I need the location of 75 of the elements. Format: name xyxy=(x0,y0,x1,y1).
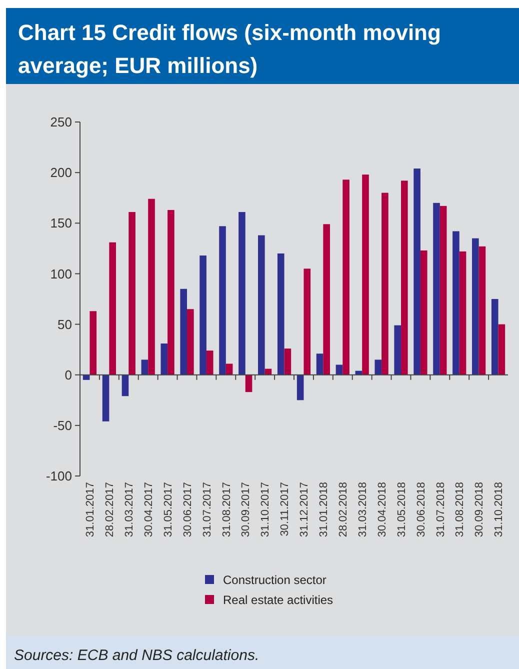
bar xyxy=(414,168,420,375)
bar xyxy=(342,180,350,375)
bar xyxy=(128,212,136,375)
x-tick-label: 31.12.2017 xyxy=(298,482,311,538)
bar xyxy=(180,288,187,375)
bar xyxy=(472,238,479,375)
x-tick-label: 31.10.2018 xyxy=(493,482,506,538)
bar xyxy=(109,242,116,375)
bar xyxy=(219,226,226,375)
x-tick-label: 31.10.2017 xyxy=(260,482,272,538)
bar xyxy=(498,324,506,375)
x-tick-label: 31.05.2018 xyxy=(396,482,408,538)
bar xyxy=(401,180,408,375)
bar xyxy=(187,309,194,375)
bar xyxy=(459,251,466,375)
y-tick-label: 250 xyxy=(50,114,72,130)
x-tick-label: 31.01.2018 xyxy=(318,482,330,538)
y-tick-label: 150 xyxy=(50,216,72,231)
x-tick-label: 30.04.2018 xyxy=(376,482,388,538)
y-tick-label: 0 xyxy=(64,367,72,382)
y-tick-label: 50 xyxy=(58,316,72,332)
bar xyxy=(433,202,440,375)
legend-label: Construction sector xyxy=(223,573,326,588)
bar xyxy=(323,224,330,375)
source-note: Sources: ECB and NBS calculations. xyxy=(14,647,260,664)
bar xyxy=(394,325,401,375)
bar xyxy=(420,250,428,375)
x-tick-label: 30.06.2017 xyxy=(182,482,194,538)
bar xyxy=(440,206,447,375)
legend-label: Real estate activities xyxy=(223,593,334,608)
x-tick-label: 31.08.2017 xyxy=(220,482,233,538)
x-tick-label: 28.02.2017 xyxy=(104,482,116,538)
x-tick-label: 31.05.2017 xyxy=(162,482,174,538)
bar xyxy=(160,344,168,375)
bar xyxy=(382,192,388,375)
x-tick-label: 30.09.2018 xyxy=(474,482,486,538)
bar xyxy=(238,212,246,375)
x-tick-label: 28.02.2018 xyxy=(337,482,350,538)
bar xyxy=(245,374,252,392)
bar xyxy=(206,350,214,375)
bar xyxy=(284,348,292,375)
bar xyxy=(277,253,284,375)
x-tick-label: 30.09.2017 xyxy=(240,482,252,538)
bar xyxy=(200,256,206,375)
bar xyxy=(168,210,174,375)
bar xyxy=(362,174,369,375)
bar xyxy=(226,364,233,375)
x-tick-label: 30.11.2017 xyxy=(279,482,292,536)
bar xyxy=(491,299,498,375)
bar xyxy=(122,374,129,396)
y-tick-label: 200 xyxy=(50,165,72,180)
x-tick-label: 30.04.2017 xyxy=(142,482,155,538)
bar xyxy=(374,360,382,375)
y-tick-label: -100 xyxy=(46,468,72,484)
bar xyxy=(90,311,97,375)
bar xyxy=(258,235,265,375)
x-tick-label: 30.06.2018 xyxy=(415,482,428,538)
y-tick-label: 100 xyxy=(50,266,72,282)
y-tick-label: -50 xyxy=(53,418,72,433)
bar xyxy=(102,374,110,422)
bar xyxy=(336,364,343,375)
x-tick-label: 31.03.2018 xyxy=(356,482,369,538)
x-tick-label: 31.08.2018 xyxy=(454,482,466,538)
x-tick-label: 31.03.2017 xyxy=(123,482,136,538)
bar xyxy=(296,374,304,400)
bar xyxy=(316,354,324,375)
x-tick-label: 31.01.2017 xyxy=(84,482,97,538)
chart-title: Chart 15 Credit flows (six-month moving average; EUR millions) xyxy=(18,20,441,78)
x-tick-label: 31.07.2017 xyxy=(201,482,214,538)
x-tick-label: 31.07.2018 xyxy=(434,482,447,538)
bar xyxy=(148,198,155,375)
bar xyxy=(452,231,460,375)
bar xyxy=(141,360,148,375)
bar xyxy=(478,246,486,375)
bar xyxy=(304,268,311,375)
